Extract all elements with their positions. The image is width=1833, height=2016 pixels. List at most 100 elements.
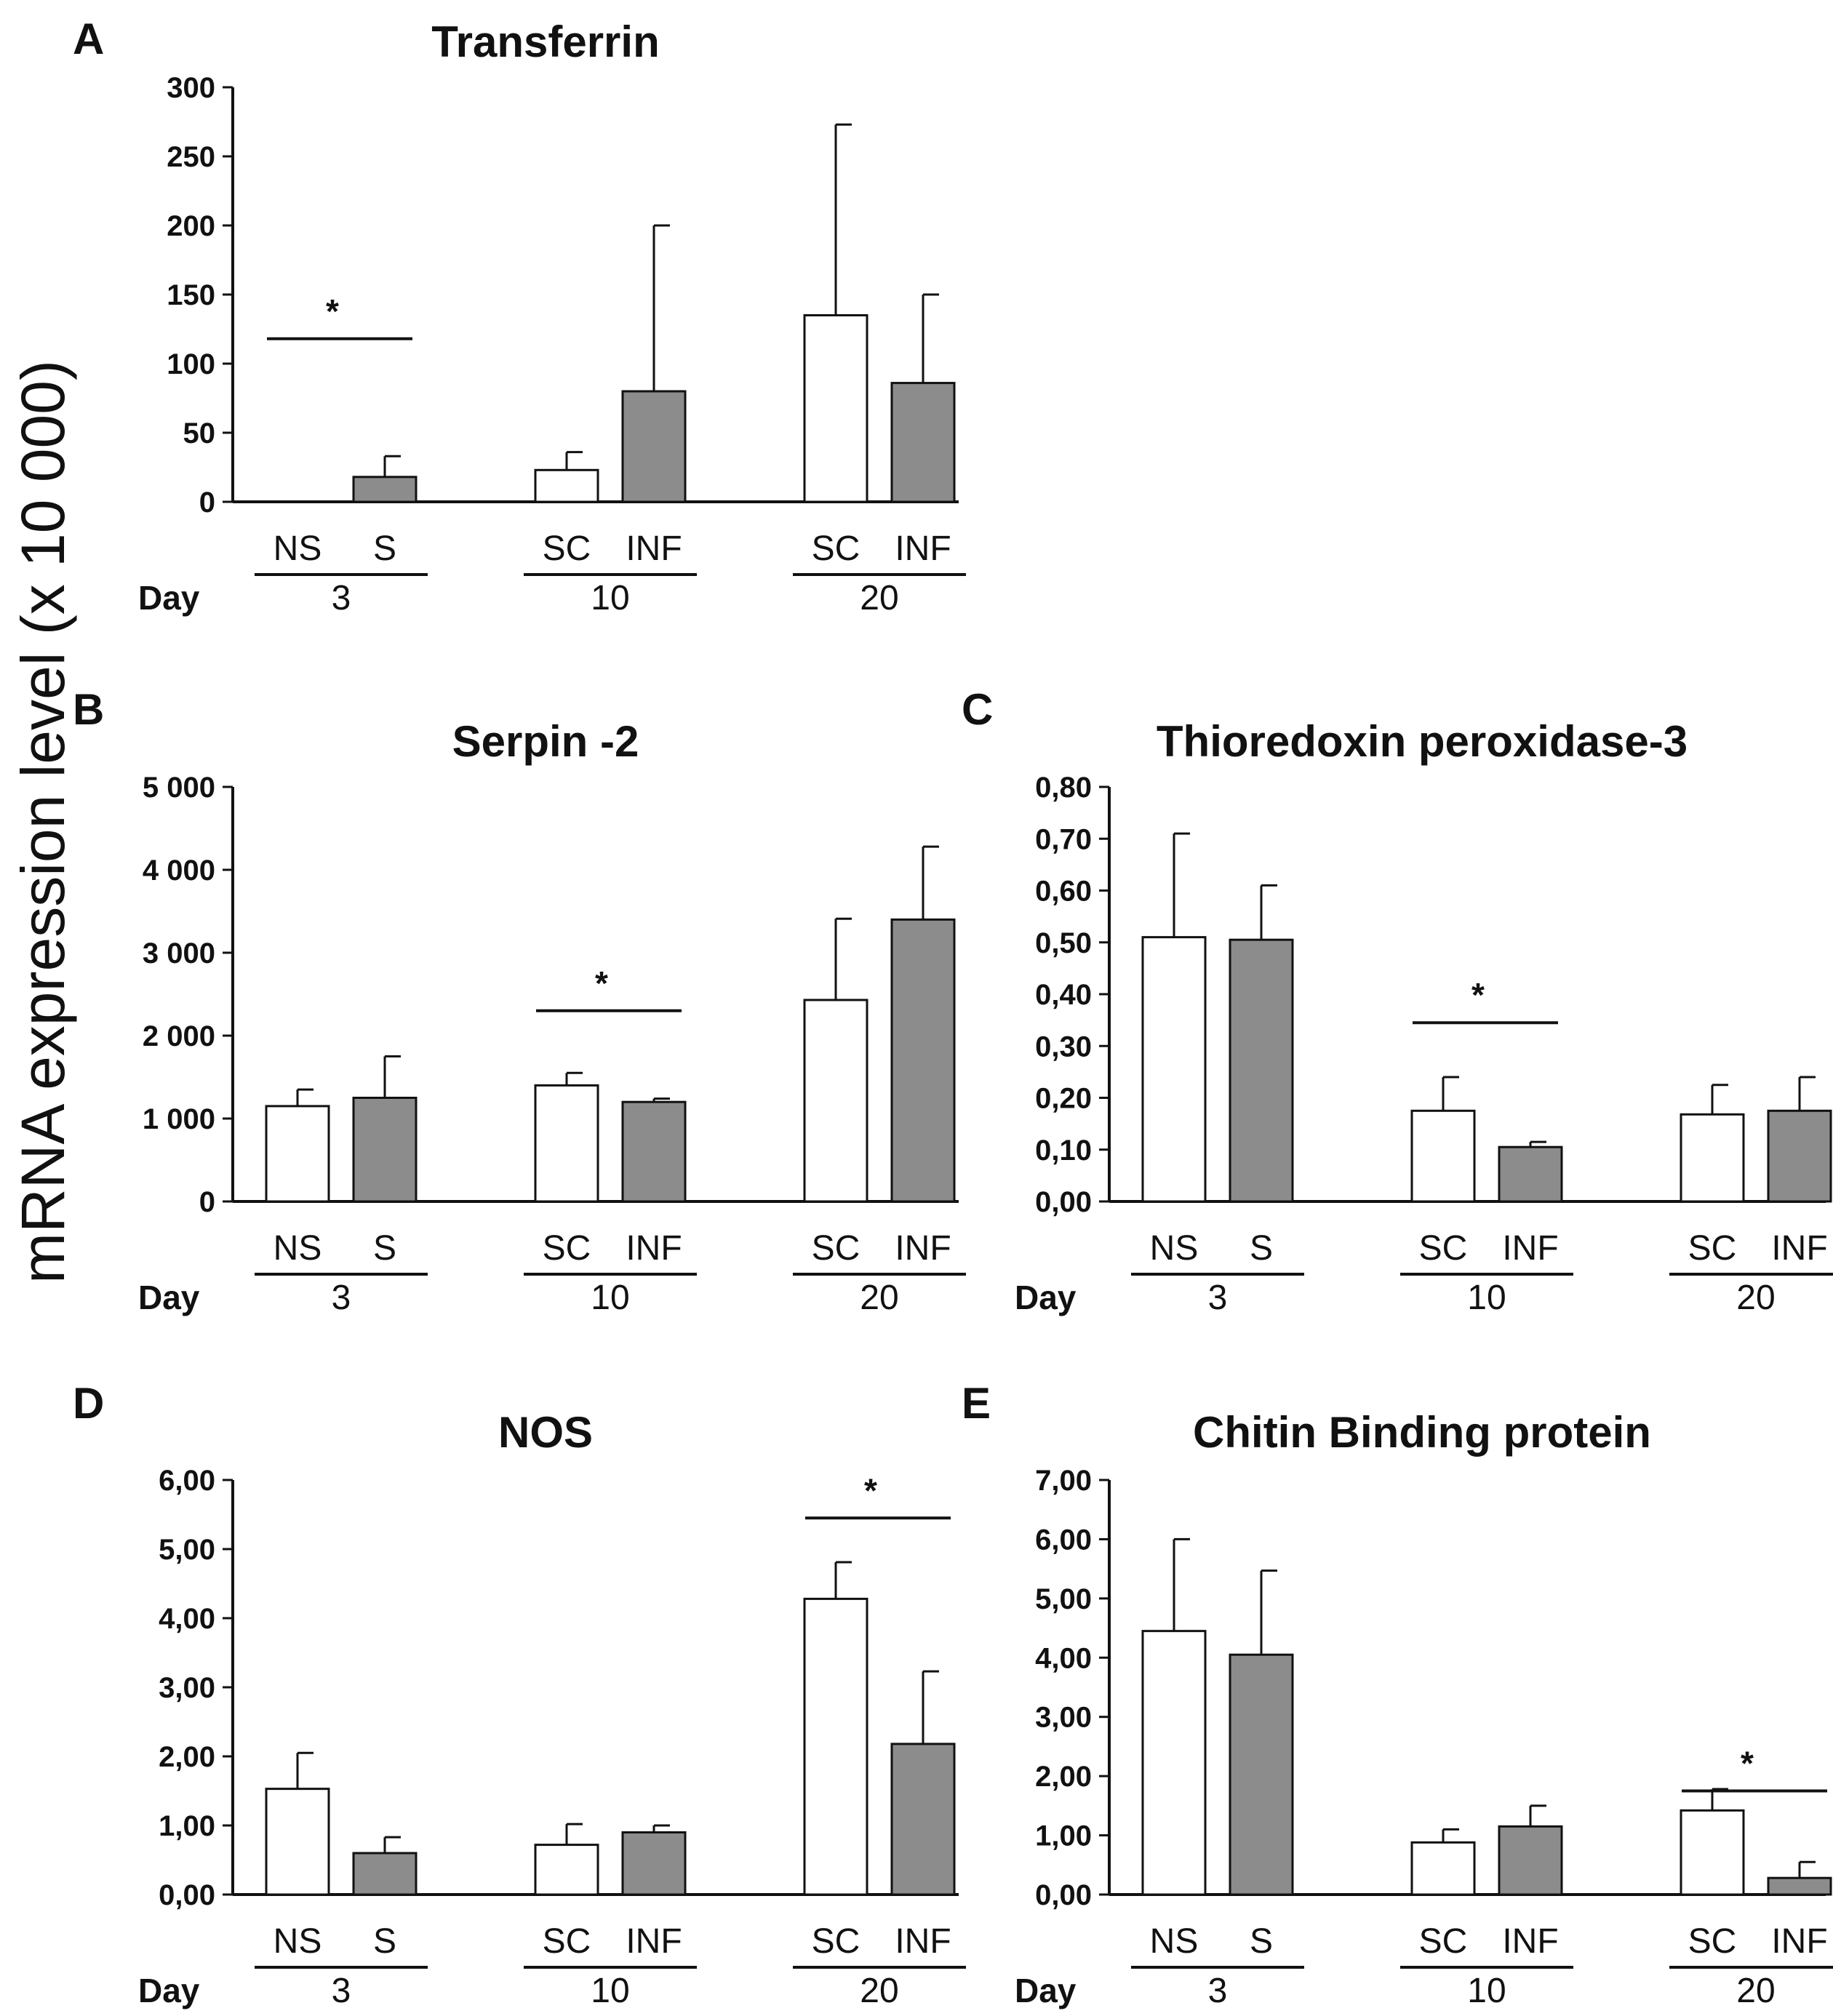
bar-inf-day10 [621, 1100, 687, 1203]
y-tick-label: 150 [167, 279, 215, 311]
bar-s-day3 [352, 476, 418, 503]
category-label: SC [1688, 1922, 1737, 1961]
chart-title: Thioredoxin peroxidase-3 [1157, 717, 1688, 766]
bar-inf-day10 [1498, 1825, 1563, 1896]
significance-asterisk: * [864, 1471, 877, 1509]
y-tick-label: 100 [167, 348, 215, 380]
y-tick-label: 1,00 [159, 1810, 215, 1842]
chart-title: Serpin -2 [452, 717, 639, 766]
category-label: INF [895, 1922, 951, 1961]
panel-e: E Chitin Binding protein 0,00 1,00 2,00 3,00 4… [962, 1379, 1833, 2010]
category-label: SC [1419, 1922, 1468, 1961]
bar-sc-day20 [803, 314, 868, 503]
y-tick-label: 0 [199, 487, 215, 519]
category-label: S [1250, 1229, 1273, 1268]
panel-d: D NOS 0,00 1,00 2,00 3,00 4,00 5,00 6,00 NS S3 SC IN… [73, 1379, 966, 2010]
category-label: NS [273, 529, 322, 568]
day-value: 3 [332, 1279, 351, 1317]
day-value: 10 [1467, 1972, 1506, 2010]
y-tick-label: 0,00 [1035, 1879, 1092, 1911]
y-tick-label: 250 [167, 141, 215, 173]
category-label: S [373, 1922, 396, 1961]
y-tick-label: 2,00 [159, 1741, 215, 1773]
y-tick-label: 3,00 [1035, 1702, 1092, 1734]
y-tick-label: 0,60 [1035, 876, 1092, 908]
panel-letter: C [962, 685, 993, 734]
bar-ns-day3 [265, 1788, 330, 1896]
category-label: SC [543, 529, 591, 568]
panel-a: A Transferrin 0 50 100 150 200 250 300 NS S3 SC INF 1… [73, 15, 966, 617]
bar-inf-day20 [890, 918, 956, 1203]
y-tick-label: 5,00 [159, 1534, 215, 1566]
chart-title: Transferrin [431, 17, 659, 66]
category-label: INF [895, 1229, 951, 1268]
bar-s-day3 [1229, 938, 1294, 1203]
category-label: SC [1419, 1229, 1468, 1268]
significance-asterisk: * [1741, 1745, 1754, 1783]
category-label: SC [812, 529, 860, 568]
y-tick-label: 0,50 [1035, 927, 1092, 959]
y-tick-label: 4 000 [143, 855, 215, 887]
panel-letter: D [73, 1379, 104, 1428]
bar-s-day3 [352, 1852, 418, 1896]
y-tick-label: 1,00 [1035, 1820, 1092, 1852]
category-label: S [1250, 1922, 1273, 1961]
bar-sc-day10 [534, 1084, 599, 1203]
category-label: NS [273, 1922, 322, 1961]
chart-title: Chitin Binding protein [1193, 1408, 1651, 1457]
bar-sc-day20 [1680, 1113, 1745, 1203]
panel-letter: E [962, 1379, 991, 1428]
bar-sc-day20 [803, 1597, 868, 1896]
y-tick-label: 6,00 [1035, 1524, 1092, 1556]
category-label: SC [543, 1229, 591, 1268]
category-label: INF [1502, 1922, 1558, 1961]
category-label: INF [626, 1229, 682, 1268]
day-value: 3 [332, 579, 351, 617]
bar-ns-day3 [265, 1105, 330, 1203]
day-value: 10 [591, 579, 629, 617]
y-tick-label: 5 000 [143, 772, 215, 804]
category-label: INF [1771, 1922, 1827, 1961]
bar-sc-day20 [1680, 1809, 1745, 1896]
y-tick-label: 4,00 [159, 1603, 215, 1635]
day-label: Day [138, 579, 200, 617]
bar-sc-day20 [803, 999, 868, 1203]
category-label: S [373, 529, 396, 568]
day-value: 20 [860, 579, 898, 617]
significance-asterisk: * [1471, 976, 1485, 1014]
category-label: NS [1150, 1922, 1199, 1961]
category-label: INF [1771, 1229, 1827, 1268]
bar-inf-day20 [1767, 1876, 1832, 1896]
y-tick-label: 0,10 [1035, 1135, 1092, 1167]
category-label: SC [543, 1922, 591, 1961]
day-value: 10 [591, 1972, 629, 2010]
y-tick-label: 2,00 [1035, 1761, 1092, 1793]
panel-c: C Thioredoxin peroxidase-3 0,00 0,10 0,20 0,3… [962, 685, 1833, 1317]
y-tick-label: 6,00 [159, 1465, 215, 1497]
day-value: 20 [860, 1972, 898, 2010]
bar-inf-day20 [890, 382, 956, 503]
category-label: INF [626, 1922, 682, 1961]
y-tick-label: 300 [167, 72, 215, 104]
panel-letter: B [73, 685, 104, 734]
day-value: 20 [1736, 1279, 1775, 1317]
y-tick-label: 0,40 [1035, 979, 1092, 1011]
y-tick-label: 7,00 [1035, 1465, 1092, 1497]
bar-ns-day3 [1141, 1630, 1207, 1896]
bar-inf-day10 [621, 1831, 687, 1896]
bar-ns-day3 [1141, 936, 1207, 1203]
y-tick-label: 5,00 [1035, 1583, 1092, 1615]
category-label: INF [626, 529, 682, 568]
day-value: 3 [1208, 1972, 1228, 2010]
chart-title: NOS [498, 1408, 593, 1457]
day-label: Day [138, 1972, 200, 2009]
bar-s-day3 [352, 1097, 418, 1203]
category-label: NS [273, 1229, 322, 1268]
day-value: 3 [332, 1972, 351, 2010]
significance-asterisk: * [326, 292, 339, 330]
bar-inf-day10 [1498, 1145, 1563, 1203]
bar-sc-day10 [1410, 1109, 1476, 1203]
day-value: 10 [591, 1279, 629, 1317]
